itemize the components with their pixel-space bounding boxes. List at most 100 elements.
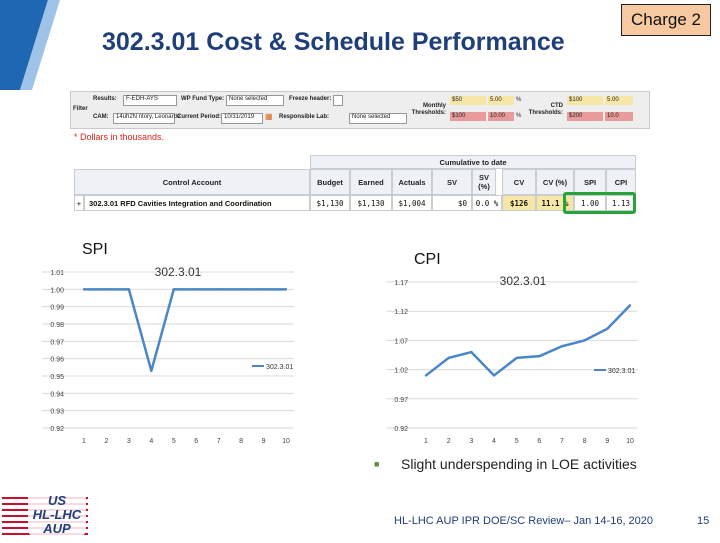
legend-label: 302.3.01	[266, 364, 293, 371]
y-tick-label: 0.95	[50, 374, 64, 381]
cam-select[interactable]: 14uh2N ntory, Leonarde	[113, 113, 180, 124]
cv-header[interactable]: CV	[502, 169, 536, 195]
results-label: Results:	[93, 96, 117, 102]
y-tick-label: 1.02	[394, 368, 408, 375]
percent-sign: %	[516, 97, 522, 103]
page-number: 15	[697, 515, 710, 527]
x-tick-label: 8	[583, 438, 587, 445]
x-tick-label: 7	[217, 438, 221, 445]
x-tick-label: 9	[262, 438, 266, 445]
data-point	[82, 288, 86, 291]
row-expand-button[interactable]: +	[74, 195, 84, 211]
current-period-field[interactable]: 10/31/2019	[221, 113, 263, 124]
y-tick-label: 1.07	[394, 338, 408, 345]
svg-text:HL-LHC: HL-LHC	[33, 507, 82, 522]
x-tick-label: 2	[447, 438, 451, 445]
y-tick-label: 0.94	[50, 391, 64, 398]
data-point	[172, 288, 175, 291]
y-tick-label: 0.93	[50, 409, 64, 416]
x-tick-label: 1	[82, 438, 86, 445]
data-point	[262, 288, 265, 291]
y-tick-label: 1.01	[50, 270, 64, 277]
ctd-threshold-sv-bottom[interactable]: $200	[567, 112, 603, 121]
cpi-cell: 1.13	[606, 195, 636, 211]
spi-header[interactable]: SPI	[574, 169, 606, 195]
sv-header[interactable]: SV	[432, 169, 472, 195]
y-tick-label: 1.00	[50, 287, 64, 294]
y-tick-label: 0.99	[50, 305, 64, 312]
data-point	[127, 288, 131, 291]
actuals-header[interactable]: Actuals	[392, 169, 432, 195]
results-select[interactable]: F-EDH-AYS	[123, 95, 177, 106]
monthly-threshold-pct-top[interactable]: 5.00	[488, 96, 514, 105]
data-point	[606, 327, 609, 330]
x-tick-label: 5	[172, 438, 176, 445]
data-point	[105, 288, 108, 291]
cv-pct-header[interactable]: CV (%)	[536, 169, 574, 195]
ctd-threshold-pct-top[interactable]: 5.00	[605, 96, 633, 105]
x-tick-label: 1	[424, 438, 428, 445]
monthly-threshold-sv-top[interactable]: $50	[450, 96, 486, 105]
x-tick-label: 2	[104, 438, 108, 445]
calendar-icon[interactable]: ▦	[265, 112, 273, 121]
svg-text:US: US	[48, 493, 66, 508]
y-tick-label: 0.92	[394, 426, 408, 433]
svg-text:AUP: AUP	[42, 521, 71, 536]
filter-panel: Filter Results: F-EDH-AYS WP Fund Type: …	[70, 91, 650, 129]
sv-cell: $0	[432, 195, 472, 211]
percent-sign: %	[516, 113, 522, 119]
cv-cell: $126	[502, 195, 536, 211]
data-point	[284, 288, 288, 291]
y-tick-label: 0.97	[50, 339, 64, 346]
responsible-lab-select[interactable]: None selected	[349, 113, 407, 124]
data-point	[470, 350, 473, 354]
data-point	[150, 369, 153, 372]
bullet-text: Slight underspending in LOE activities	[401, 456, 637, 472]
y-tick-label: 0.97	[394, 397, 408, 404]
data-point	[538, 354, 541, 358]
x-tick-label: 6	[537, 438, 541, 445]
y-tick-label: 1.12	[394, 309, 408, 316]
y-tick-label: 1.17	[394, 280, 408, 287]
data-point	[239, 288, 243, 291]
monthly-threshold-pct-bottom[interactable]: 10.00	[488, 112, 514, 121]
freeze-header-checkbox[interactable]	[333, 95, 343, 106]
dollars-note: * Dollars in thousands.	[74, 132, 165, 142]
x-tick-label: 4	[149, 438, 153, 445]
chart-title: SPI	[82, 241, 108, 258]
earned-header[interactable]: Earned	[350, 169, 392, 195]
wp-fund-type-select[interactable]: None selected	[226, 95, 284, 106]
ctd-thresholds-label: CTD Thresholds:	[528, 103, 563, 116]
freeze-header-label: Freeze header:	[289, 96, 332, 102]
ctd-threshold-sv-top[interactable]: $100	[567, 96, 603, 105]
ctd-threshold-pct-bottom[interactable]: 10.0	[605, 112, 633, 121]
control-account-header[interactable]: Control Account	[74, 169, 310, 195]
y-tick-label: 0.96	[50, 357, 64, 364]
actuals-cell: $1,004	[392, 195, 432, 211]
y-tick-label: 0.92	[50, 426, 64, 433]
cumulative-header: Cumulative to date	[310, 155, 636, 169]
data-point	[628, 304, 632, 307]
x-tick-label: 7	[560, 438, 564, 445]
budget-cell: $1,130	[310, 195, 350, 211]
x-tick-label: 10	[626, 438, 634, 445]
x-tick-label: 5	[515, 438, 519, 445]
x-tick-label: 9	[605, 438, 609, 445]
cpi-header[interactable]: CPI	[606, 169, 636, 195]
x-tick-label: 6	[194, 438, 198, 445]
control-account-cell[interactable]: 302.3.01 RFD Cavities Integration and Co…	[84, 195, 310, 211]
series-label: 302.3.01	[500, 274, 547, 288]
monthly-threshold-sv-bottom[interactable]: $100	[450, 112, 486, 121]
data-point	[515, 356, 518, 360]
data-point	[583, 339, 586, 342]
us-hl-lhc-aup-logo: US HL-LHC AUP	[2, 490, 88, 538]
data-point	[217, 288, 220, 291]
spi-cell: 1.00	[574, 195, 606, 211]
sv-pct-header[interactable]: SV (%)	[472, 169, 496, 195]
responsible-lab-label: Responsible Lab:	[279, 114, 330, 120]
series-label: 302.3.01	[155, 265, 202, 279]
data-point	[195, 288, 198, 291]
legend-label: 302.3.01	[608, 368, 635, 375]
budget-header[interactable]: Budget	[310, 169, 350, 195]
